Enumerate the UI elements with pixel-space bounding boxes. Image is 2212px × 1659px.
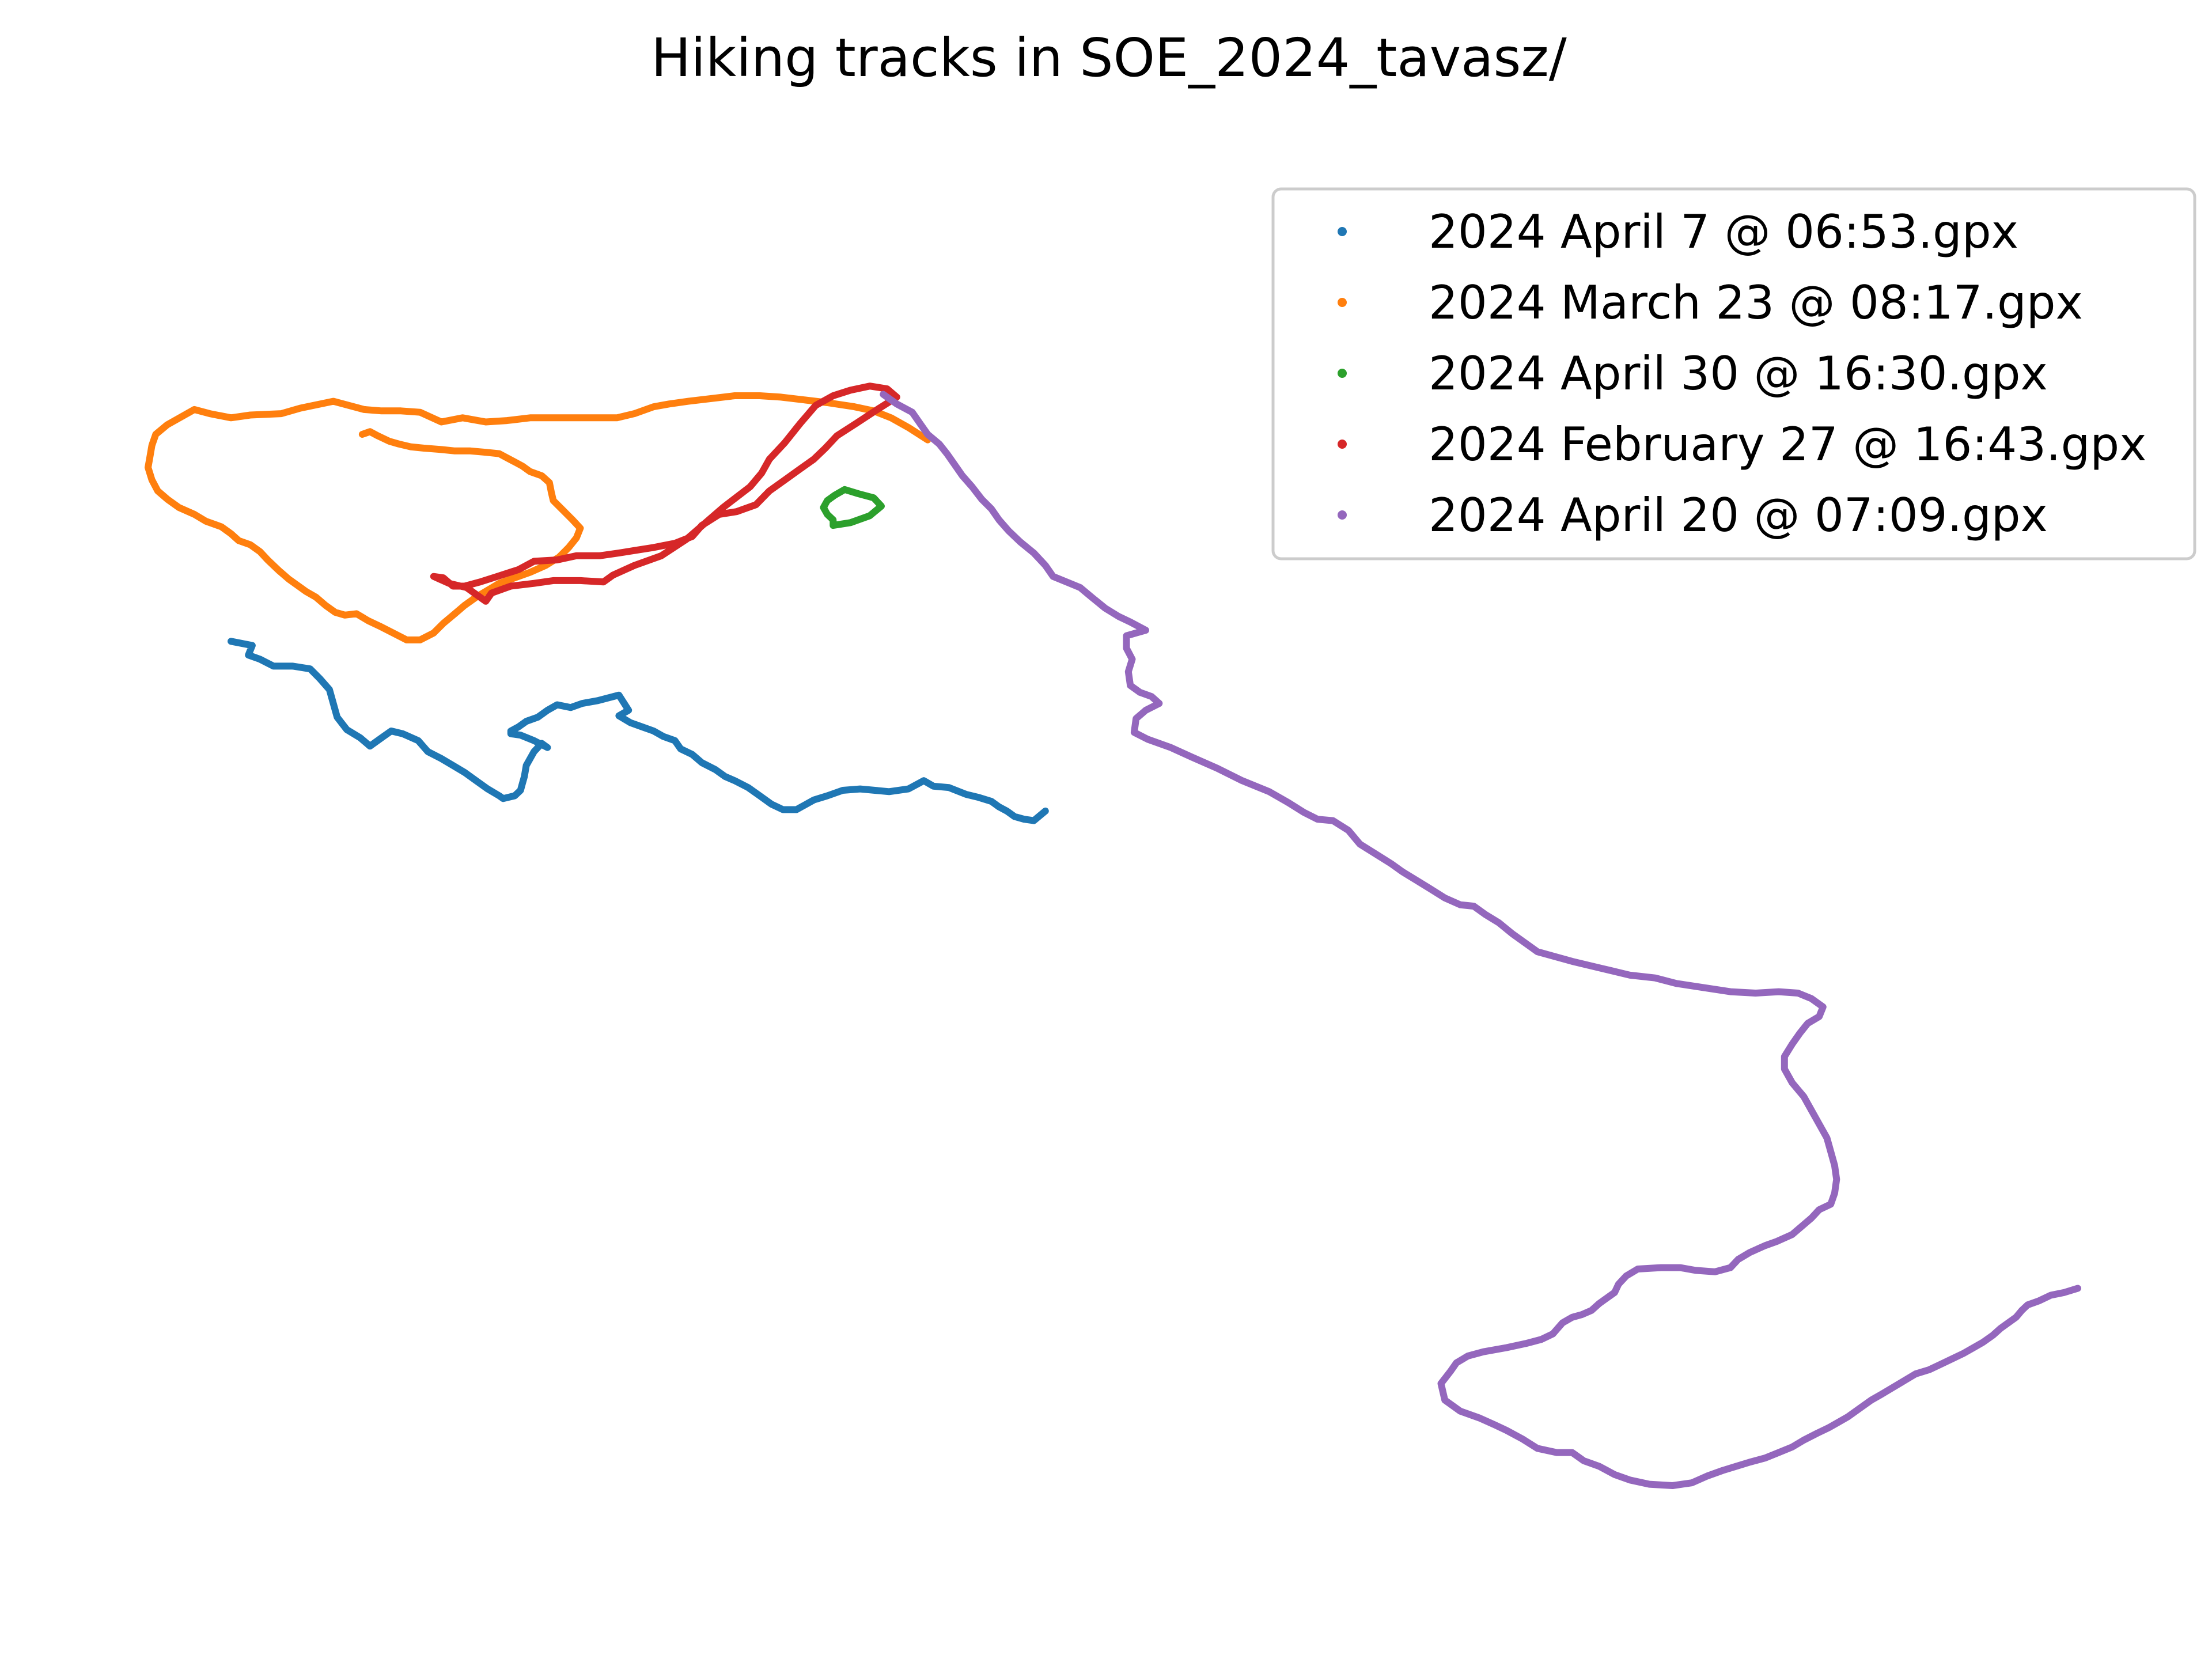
legend-marker-4	[1338, 440, 1347, 449]
track-line-4	[430, 382, 900, 605]
legend-label-4: 2024 February 27 @ 16:43.gpx	[1429, 418, 2146, 471]
legend-label-3: 2024 April 30 @ 16:30.gpx	[1429, 347, 2048, 400]
legend-marker-3	[1338, 369, 1347, 378]
legend-label-2: 2024 March 23 @ 08:17.gpx	[1429, 276, 2083, 329]
track-line-3	[820, 486, 885, 529]
legend-items: 2024 April 7 @ 06:53.gpx 2024 March 23 @ …	[1338, 205, 2146, 542]
track-line-5	[880, 391, 2081, 1489]
legend-label-5: 2024 April 20 @ 07:09.gpx	[1429, 488, 2048, 542]
legend: 2024 April 7 @ 06:53.gpx 2024 March 23 @ …	[1271, 187, 2196, 560]
plot-area	[145, 382, 2081, 1489]
legend-marker-1	[1338, 227, 1347, 236]
track-line-2	[145, 392, 931, 643]
legend-label-1: 2024 April 7 @ 06:53.gpx	[1429, 205, 2018, 259]
legend-marker-2	[1338, 298, 1347, 307]
legend-frame	[1271, 187, 2196, 560]
track-line-1	[228, 638, 1049, 824]
legend-marker-5	[1338, 510, 1347, 520]
chart-title: Hiking tracks in SOE_2024_tavasz/	[651, 27, 1567, 89]
